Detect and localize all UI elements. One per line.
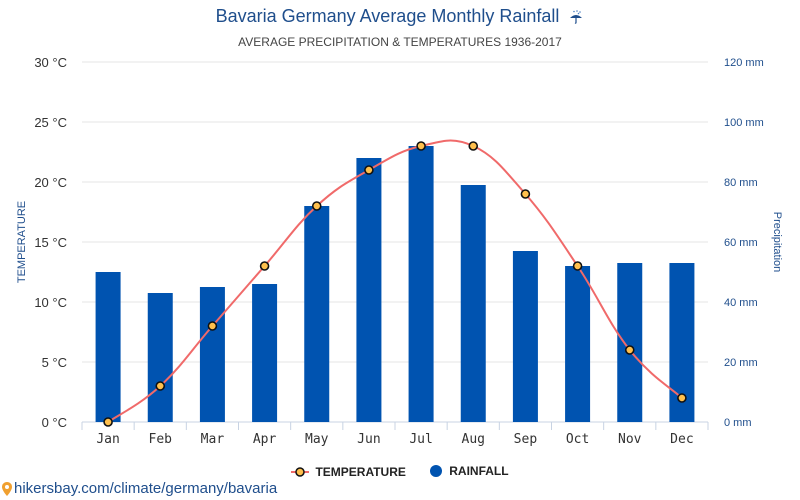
y-left-tick-label: 30 °C	[34, 55, 67, 70]
rainfall-bar-jul	[408, 146, 434, 422]
temperature-point-oct	[572, 261, 583, 271]
rainfall-bar-feb	[147, 293, 173, 422]
y-axis-right: 0 mm 20 mm 40 mm 60 mm 80 mm 100 mm 120 mm	[724, 57, 764, 429]
temperature-point-jan	[103, 417, 113, 427]
y-left-tick-label: 5 °C	[42, 355, 67, 370]
temperature-point-aug	[468, 141, 479, 151]
legend-item-temperature[interactable]: TEMPERATURE	[291, 465, 406, 479]
umbrella-rain-icon	[570, 10, 583, 25]
rainfall-bar-may	[304, 206, 330, 422]
y-right-tick-label: 0 mm	[724, 417, 752, 429]
temperature-point-jul	[416, 141, 426, 151]
x-tick-label-nov: Nov	[618, 432, 642, 447]
rainfall-legend-icon	[430, 465, 443, 477]
temperature-point-mar	[207, 321, 218, 331]
rainfall-bar-apr	[252, 284, 278, 422]
rainfall-bar-jun	[356, 158, 382, 422]
chart-title: Bavaria Germany Average Monthly Rainfall	[0, 6, 800, 27]
x-tick-label-jul: Jul	[409, 432, 432, 447]
location-pin-icon	[2, 481, 12, 496]
x-tick-label-aug: Aug	[462, 432, 485, 447]
y-left-tick-label: 25 °C	[34, 115, 67, 130]
legend: TEMPERATURE RAINFALL	[0, 464, 800, 481]
x-tick-label-jan: Jan	[96, 432, 119, 447]
y-right-tick-label: 40 mm	[724, 297, 758, 309]
temperature-point-dec	[677, 393, 687, 403]
rainfall-bar-mar	[199, 287, 225, 422]
temperature-line	[107, 139, 683, 423]
x-axis: Jan Feb Mar Apr May Jun Jul Aug Sep Oct Nov Dec	[81, 422, 709, 447]
x-tick-label-oct: Oct	[566, 432, 589, 447]
y-right-tick-label: 60 mm	[724, 237, 758, 249]
x-tick-label-dec: Dec	[670, 432, 693, 447]
source-url[interactable]: hikersbay.com/climate/germany/bavaria	[14, 480, 278, 497]
x-tick-label-apr: Apr	[253, 432, 277, 447]
temperature-point-jun	[364, 165, 374, 175]
source-link[interactable]: hikersbay.com/climate/germany/bavaria	[2, 480, 277, 497]
rainfall-bar-jan	[95, 272, 121, 422]
y-axis-left-title: TEMPERATURE	[16, 201, 28, 283]
rainfall-bar-oct	[565, 266, 591, 422]
temperature-point-apr	[259, 261, 270, 271]
chart-title-text: Bavaria Germany Average Monthly Rainfall	[215, 6, 560, 26]
y-axis-left: 0 °C 5 °C 10 °C 15 °C 20 °C 25 °C 30 °C	[34, 55, 67, 430]
rainfall-bar-nov	[617, 263, 643, 422]
y-right-tick-label: 80 mm	[724, 177, 758, 189]
legend-rainfall-label: RAINFALL	[449, 464, 509, 478]
y-left-tick-label: 15 °C	[34, 235, 67, 250]
rainfall-bar-aug	[460, 185, 486, 422]
x-tick-label-mar: Mar	[201, 432, 225, 447]
y-left-tick-label: 20 °C	[34, 175, 67, 190]
temperature-point-nov	[624, 345, 635, 355]
gridlines	[82, 61, 708, 423]
y-right-tick-label: 20 mm	[724, 357, 758, 369]
x-tick-label-feb: Feb	[149, 432, 173, 447]
y-left-tick-label: 0 °C	[42, 415, 67, 430]
temperature-legend-icon	[291, 467, 310, 477]
temperature-point-sep	[520, 189, 531, 199]
rainfall-bar-sep	[512, 251, 538, 422]
y-right-tick-label: 100 mm	[724, 117, 764, 129]
x-tick-label-jun: Jun	[357, 432, 380, 447]
y-axis-right-title: Precipitation	[771, 212, 783, 273]
temperature-point-feb	[155, 381, 166, 391]
chart-subtitle: AVERAGE PRECIPITATION & TEMPERATURES 193…	[238, 35, 562, 49]
temperature-markers	[103, 141, 687, 427]
temperature-point-may	[311, 201, 322, 211]
y-left-tick-label: 10 °C	[34, 295, 67, 310]
x-tick-label-sep: Sep	[514, 432, 538, 447]
x-tick-label-may: May	[305, 432, 329, 447]
y-right-tick-label: 120 mm	[724, 57, 764, 69]
legend-temperature-label: TEMPERATURE	[315, 465, 406, 479]
rainfall-bars	[95, 146, 695, 422]
legend-item-rainfall[interactable]: RAINFALL	[429, 464, 509, 478]
